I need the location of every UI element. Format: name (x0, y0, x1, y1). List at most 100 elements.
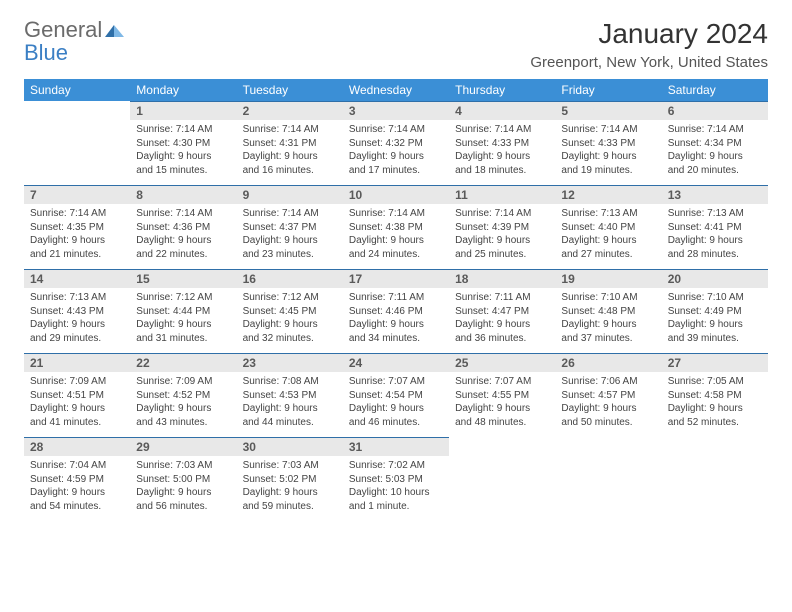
day-number: 8 (130, 185, 236, 204)
page-header: GeneralBlue January 2024 Greenport, New … (24, 18, 768, 71)
day-number: 5 (555, 101, 661, 120)
day-number: 25 (449, 353, 555, 372)
calendar-cell: 13Sunrise: 7:13 AMSunset: 4:41 PMDayligh… (662, 185, 768, 269)
day-number: 12 (555, 185, 661, 204)
calendar-head: SundayMondayTuesdayWednesdayThursdayFrid… (24, 79, 768, 101)
weekday-header: Sunday (24, 79, 130, 101)
day-number: 26 (555, 353, 661, 372)
day-number: 3 (343, 101, 449, 120)
day-number: 13 (662, 185, 768, 204)
calendar-cell: 18Sunrise: 7:11 AMSunset: 4:47 PMDayligh… (449, 269, 555, 353)
calendar-cell: 9Sunrise: 7:14 AMSunset: 4:37 PMDaylight… (237, 185, 343, 269)
logo-text-1: General (24, 17, 102, 42)
weekday-header: Saturday (662, 79, 768, 101)
day-details: Sunrise: 7:04 AMSunset: 4:59 PMDaylight:… (24, 456, 130, 519)
calendar-cell: 14Sunrise: 7:13 AMSunset: 4:43 PMDayligh… (24, 269, 130, 353)
day-details: Sunrise: 7:14 AMSunset: 4:30 PMDaylight:… (130, 120, 236, 183)
day-details: Sunrise: 7:14 AMSunset: 4:37 PMDaylight:… (237, 204, 343, 267)
day-details: Sunrise: 7:14 AMSunset: 4:35 PMDaylight:… (24, 204, 130, 267)
day-number: 20 (662, 269, 768, 288)
weekday-header: Monday (130, 79, 236, 101)
calendar-table: SundayMondayTuesdayWednesdayThursdayFrid… (24, 79, 768, 521)
calendar-cell: 30Sunrise: 7:03 AMSunset: 5:02 PMDayligh… (237, 437, 343, 521)
calendar-week-row: 28Sunrise: 7:04 AMSunset: 4:59 PMDayligh… (24, 437, 768, 521)
day-number: 29 (130, 437, 236, 456)
day-details: Sunrise: 7:14 AMSunset: 4:33 PMDaylight:… (555, 120, 661, 183)
location-label: Greenport, New York, United States (530, 54, 768, 71)
calendar-cell: 15Sunrise: 7:12 AMSunset: 4:44 PMDayligh… (130, 269, 236, 353)
calendar-cell: 27Sunrise: 7:05 AMSunset: 4:58 PMDayligh… (662, 353, 768, 437)
day-details: Sunrise: 7:11 AMSunset: 4:47 PMDaylight:… (449, 288, 555, 351)
calendar-cell: 16Sunrise: 7:12 AMSunset: 4:45 PMDayligh… (237, 269, 343, 353)
month-title: January 2024 (530, 18, 768, 50)
day-details: Sunrise: 7:03 AMSunset: 5:02 PMDaylight:… (237, 456, 343, 519)
day-number: 7 (24, 185, 130, 204)
day-number: 4 (449, 101, 555, 120)
day-number: 21 (24, 353, 130, 372)
calendar-cell: 1Sunrise: 7:14 AMSunset: 4:30 PMDaylight… (130, 101, 236, 185)
day-details: Sunrise: 7:08 AMSunset: 4:53 PMDaylight:… (237, 372, 343, 435)
day-details: Sunrise: 7:07 AMSunset: 4:55 PMDaylight:… (449, 372, 555, 435)
calendar-cell (555, 437, 661, 521)
day-details: Sunrise: 7:07 AMSunset: 4:54 PMDaylight:… (343, 372, 449, 435)
calendar-cell: 20Sunrise: 7:10 AMSunset: 4:49 PMDayligh… (662, 269, 768, 353)
day-details: Sunrise: 7:10 AMSunset: 4:48 PMDaylight:… (555, 288, 661, 351)
calendar-cell: 31Sunrise: 7:02 AMSunset: 5:03 PMDayligh… (343, 437, 449, 521)
day-number: 16 (237, 269, 343, 288)
day-number: 17 (343, 269, 449, 288)
calendar-cell: 5Sunrise: 7:14 AMSunset: 4:33 PMDaylight… (555, 101, 661, 185)
day-details: Sunrise: 7:10 AMSunset: 4:49 PMDaylight:… (662, 288, 768, 351)
day-number: 23 (237, 353, 343, 372)
calendar-cell: 6Sunrise: 7:14 AMSunset: 4:34 PMDaylight… (662, 101, 768, 185)
calendar-cell: 23Sunrise: 7:08 AMSunset: 4:53 PMDayligh… (237, 353, 343, 437)
calendar-cell (24, 101, 130, 185)
day-details: Sunrise: 7:13 AMSunset: 4:40 PMDaylight:… (555, 204, 661, 267)
calendar-cell: 10Sunrise: 7:14 AMSunset: 4:38 PMDayligh… (343, 185, 449, 269)
calendar-week-row: 7Sunrise: 7:14 AMSunset: 4:35 PMDaylight… (24, 185, 768, 269)
calendar-cell: 17Sunrise: 7:11 AMSunset: 4:46 PMDayligh… (343, 269, 449, 353)
day-details: Sunrise: 7:13 AMSunset: 4:41 PMDaylight:… (662, 204, 768, 267)
day-details: Sunrise: 7:12 AMSunset: 4:45 PMDaylight:… (237, 288, 343, 351)
calendar-cell (662, 437, 768, 521)
day-number: 31 (343, 437, 449, 456)
day-details: Sunrise: 7:09 AMSunset: 4:51 PMDaylight:… (24, 372, 130, 435)
day-number: 1 (130, 101, 236, 120)
day-details: Sunrise: 7:09 AMSunset: 4:52 PMDaylight:… (130, 372, 236, 435)
day-number: 6 (662, 101, 768, 120)
logo-text-2: Blue (24, 40, 68, 65)
weekday-header: Wednesday (343, 79, 449, 101)
day-details: Sunrise: 7:14 AMSunset: 4:38 PMDaylight:… (343, 204, 449, 267)
day-number: 28 (24, 437, 130, 456)
calendar-cell: 3Sunrise: 7:14 AMSunset: 4:32 PMDaylight… (343, 101, 449, 185)
weekday-header: Thursday (449, 79, 555, 101)
calendar-cell: 29Sunrise: 7:03 AMSunset: 5:00 PMDayligh… (130, 437, 236, 521)
calendar-week-row: 1Sunrise: 7:14 AMSunset: 4:30 PMDaylight… (24, 101, 768, 185)
calendar-cell: 24Sunrise: 7:07 AMSunset: 4:54 PMDayligh… (343, 353, 449, 437)
day-details: Sunrise: 7:14 AMSunset: 4:31 PMDaylight:… (237, 120, 343, 183)
calendar-cell: 28Sunrise: 7:04 AMSunset: 4:59 PMDayligh… (24, 437, 130, 521)
day-details: Sunrise: 7:14 AMSunset: 4:33 PMDaylight:… (449, 120, 555, 183)
calendar-cell: 12Sunrise: 7:13 AMSunset: 4:40 PMDayligh… (555, 185, 661, 269)
calendar-cell: 8Sunrise: 7:14 AMSunset: 4:36 PMDaylight… (130, 185, 236, 269)
title-block: January 2024 Greenport, New York, United… (530, 18, 768, 71)
day-number: 11 (449, 185, 555, 204)
day-number: 30 (237, 437, 343, 456)
weekday-row: SundayMondayTuesdayWednesdayThursdayFrid… (24, 79, 768, 101)
calendar-cell: 4Sunrise: 7:14 AMSunset: 4:33 PMDaylight… (449, 101, 555, 185)
day-number: 27 (662, 353, 768, 372)
day-details: Sunrise: 7:14 AMSunset: 4:34 PMDaylight:… (662, 120, 768, 183)
day-details: Sunrise: 7:12 AMSunset: 4:44 PMDaylight:… (130, 288, 236, 351)
calendar-cell: 26Sunrise: 7:06 AMSunset: 4:57 PMDayligh… (555, 353, 661, 437)
day-number: 24 (343, 353, 449, 372)
day-details: Sunrise: 7:14 AMSunset: 4:32 PMDaylight:… (343, 120, 449, 183)
day-details: Sunrise: 7:02 AMSunset: 5:03 PMDaylight:… (343, 456, 449, 519)
day-number: 15 (130, 269, 236, 288)
day-details: Sunrise: 7:11 AMSunset: 4:46 PMDaylight:… (343, 288, 449, 351)
day-details: Sunrise: 7:14 AMSunset: 4:36 PMDaylight:… (130, 204, 236, 267)
calendar-week-row: 21Sunrise: 7:09 AMSunset: 4:51 PMDayligh… (24, 353, 768, 437)
calendar-cell: 21Sunrise: 7:09 AMSunset: 4:51 PMDayligh… (24, 353, 130, 437)
weekday-header: Friday (555, 79, 661, 101)
day-details: Sunrise: 7:13 AMSunset: 4:43 PMDaylight:… (24, 288, 130, 351)
calendar-cell: 25Sunrise: 7:07 AMSunset: 4:55 PMDayligh… (449, 353, 555, 437)
logo-mark-icon (105, 18, 125, 41)
